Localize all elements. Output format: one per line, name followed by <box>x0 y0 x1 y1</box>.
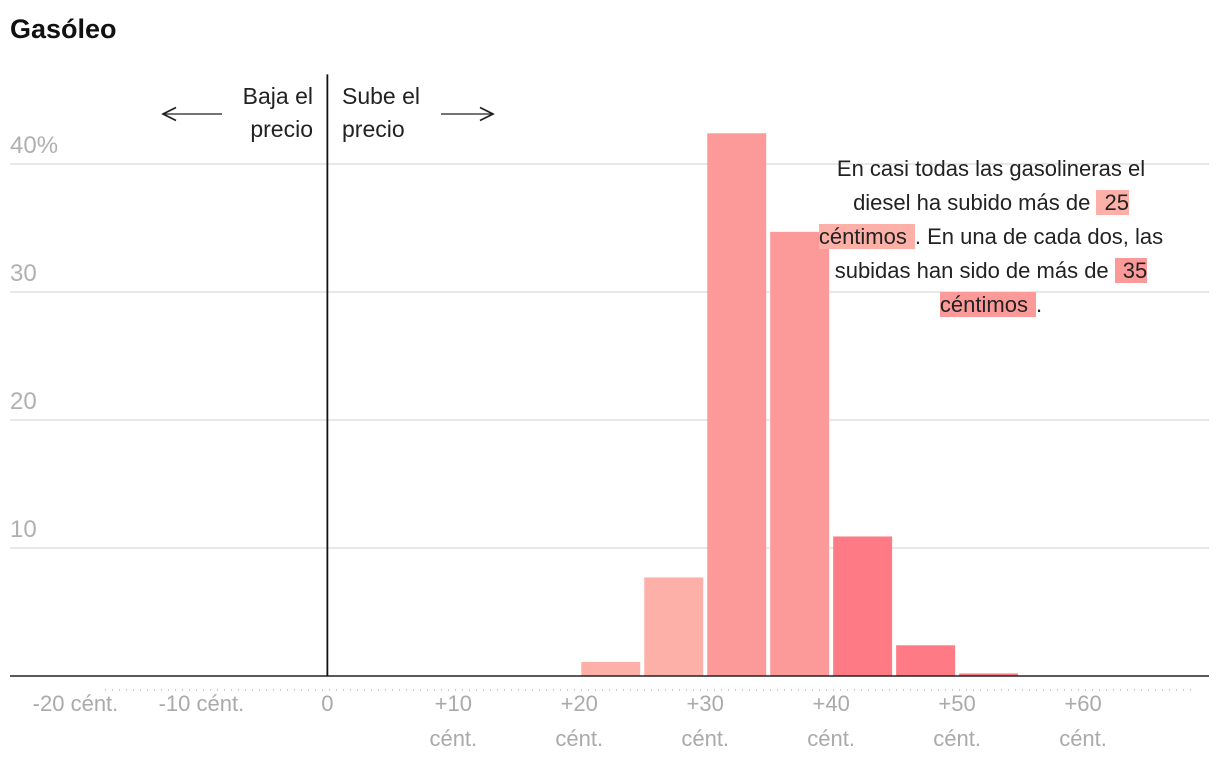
bar <box>581 661 641 676</box>
right-label: Sube el precio <box>342 83 421 142</box>
bar <box>833 536 893 676</box>
bar <box>770 231 830 676</box>
x-tick-label: 0 <box>321 691 334 716</box>
annotation-text: . En una de cada dos, las subidas han si… <box>834 224 1164 283</box>
x-tick-label: +40 cént. <box>807 691 855 751</box>
y-tick-label: 10 <box>10 516 37 543</box>
bar <box>707 133 767 676</box>
x-tick-label: -20 cént. <box>32 691 119 716</box>
y-tick-label: 40% <box>10 132 59 159</box>
x-tick-label: +10 cént. <box>429 691 478 751</box>
bar <box>644 577 704 676</box>
left-label: Baja el precio <box>242 83 313 142</box>
x-tick-label: +50 cént. <box>933 691 981 751</box>
x-tick-label: +20 cént. <box>555 691 604 751</box>
y-tick-label: 30 <box>10 260 37 287</box>
annotation: En casi todas las gasolineras el diesel … <box>810 152 1172 322</box>
x-tick-label: -10 cént. <box>158 691 245 716</box>
chart-title: Gasóleo <box>10 14 117 44</box>
annotation-text: . <box>1035 292 1043 317</box>
y-tick-label: 20 <box>10 388 37 415</box>
x-tick-label: +30 cént. <box>681 691 730 751</box>
x-tick-label: +60 cént. <box>1059 691 1107 751</box>
annotation-text: En casi todas las gasolineras el diesel … <box>836 156 1146 215</box>
bar <box>959 673 1019 676</box>
bar <box>896 645 956 676</box>
